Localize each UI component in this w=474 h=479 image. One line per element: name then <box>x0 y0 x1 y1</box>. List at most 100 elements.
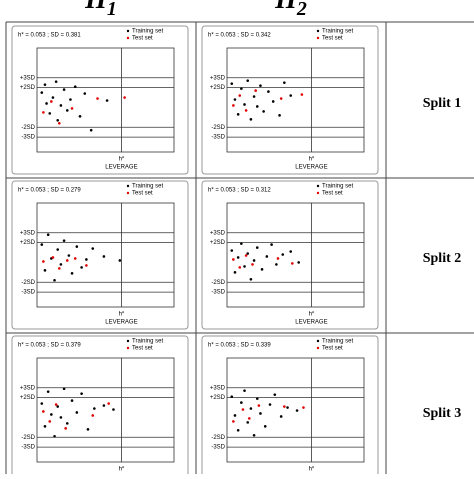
point <box>255 105 259 108</box>
split-label: Split 1 <box>423 96 462 111</box>
annotation: h* = 0.053 ; SD = 0.279 <box>18 188 81 194</box>
point <box>254 89 257 92</box>
legend-marker <box>126 339 130 343</box>
legend-marker <box>126 29 130 33</box>
y-tick-label: +2SD <box>210 240 226 246</box>
point <box>59 104 63 107</box>
y-tick-label: +3SD <box>210 385 226 391</box>
point <box>46 233 50 236</box>
y-tick-label: -3SD <box>211 445 225 451</box>
point <box>42 410 45 413</box>
y-tick-label: +3SD <box>20 75 36 81</box>
point <box>236 256 240 259</box>
point <box>251 263 254 266</box>
split-label: Split 3 <box>423 406 462 421</box>
point <box>241 408 245 411</box>
y-tick-label: -3SD <box>211 135 225 141</box>
legend-marker <box>316 29 320 33</box>
point <box>105 99 109 102</box>
legend-label: Training set <box>322 339 353 345</box>
point <box>102 404 106 407</box>
point <box>107 402 110 405</box>
point <box>252 259 256 262</box>
point <box>273 393 277 396</box>
legend-label: Test set <box>132 36 153 42</box>
point <box>255 246 259 249</box>
point <box>56 119 60 122</box>
x-tick-label: h* <box>309 157 315 163</box>
point <box>64 427 67 430</box>
y-tick-label: -3SD <box>21 135 35 141</box>
point <box>278 114 281 117</box>
point <box>50 100 53 103</box>
point <box>289 250 293 253</box>
legend-marker <box>316 346 320 350</box>
point <box>65 109 69 112</box>
point <box>257 404 261 407</box>
legend-label: Test set <box>132 346 153 352</box>
point <box>252 95 256 98</box>
point <box>43 269 47 272</box>
point <box>236 113 240 116</box>
point <box>59 416 63 419</box>
legend-marker <box>316 36 320 40</box>
point <box>276 257 280 260</box>
point <box>262 110 265 113</box>
point <box>238 94 242 97</box>
y-tick-label: +3SD <box>20 385 36 391</box>
panel-frame <box>201 335 379 479</box>
point <box>240 242 243 245</box>
point <box>232 420 235 423</box>
point <box>268 403 272 406</box>
legend-label: Training set <box>322 29 353 35</box>
point <box>283 81 286 84</box>
point <box>265 255 269 258</box>
point <box>252 433 256 437</box>
point <box>243 103 246 106</box>
x-axis-label: LEVERAGE <box>105 165 137 171</box>
point <box>85 258 88 261</box>
point <box>291 262 294 265</box>
point <box>230 82 234 85</box>
point <box>40 243 44 246</box>
point <box>118 259 122 262</box>
point <box>58 121 61 125</box>
legend-label: Training set <box>132 339 163 345</box>
point <box>248 417 251 420</box>
y-tick-label: +2SD <box>210 85 226 91</box>
point <box>91 414 95 417</box>
point <box>83 92 87 95</box>
point <box>50 413 53 416</box>
y-tick-label: -2SD <box>211 125 225 131</box>
point <box>112 408 115 411</box>
annotation: h* = 0.053 ; SD = 0.339 <box>208 343 271 349</box>
point <box>73 257 77 260</box>
point <box>89 128 93 132</box>
legend-label: Training set <box>132 29 163 35</box>
column-header: H2 <box>274 0 307 20</box>
point <box>70 107 74 110</box>
point <box>51 96 55 99</box>
point <box>286 406 289 409</box>
x-axis-label: LEVERAGE <box>295 320 327 326</box>
y-tick-label: -3SD <box>21 290 35 296</box>
point <box>91 247 95 250</box>
legend-marker <box>316 191 320 195</box>
point <box>75 411 79 414</box>
point <box>230 395 234 398</box>
point <box>232 104 235 107</box>
point <box>263 425 267 428</box>
header-letter: H <box>84 0 108 15</box>
point <box>59 263 63 266</box>
legend-marker <box>126 184 130 188</box>
y-tick-label: +3SD <box>210 75 226 81</box>
point <box>65 259 69 262</box>
point <box>42 111 45 114</box>
y-tick-label: -2SD <box>211 435 225 441</box>
point <box>93 407 96 410</box>
y-tick-label: +2SD <box>20 395 36 401</box>
point <box>43 425 47 428</box>
point <box>267 90 270 93</box>
header-subscript: 2 <box>296 0 307 20</box>
y-tick-label: -2SD <box>21 435 35 441</box>
